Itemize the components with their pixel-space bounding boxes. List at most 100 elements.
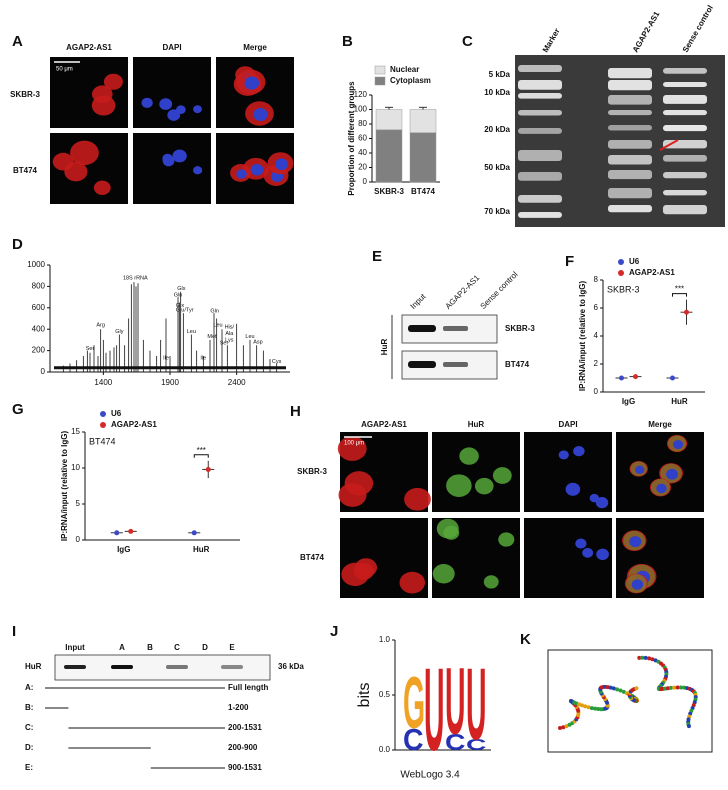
nucleotide: [593, 706, 598, 711]
y-tick-label: 6: [594, 303, 599, 312]
gel-band: [518, 80, 562, 90]
nucleus: [141, 97, 153, 108]
construct-name: D:: [25, 743, 33, 752]
blot-band: [408, 325, 436, 332]
panel-label: J: [330, 623, 338, 640]
nucleotide: [686, 724, 691, 729]
x-tick-label: 1900: [161, 378, 179, 387]
logo-letter: U: [445, 648, 465, 754]
cell: [337, 436, 367, 461]
gel-band: [608, 170, 652, 180]
legend-marker: [100, 422, 106, 428]
point: [619, 375, 624, 381]
point: [191, 530, 197, 536]
lane-label: AGAP2-AS1: [444, 273, 482, 311]
gel-band: [608, 125, 652, 131]
significance: ***: [197, 446, 206, 455]
gel-band: [663, 125, 707, 132]
bar: [375, 129, 403, 183]
gel-band: [518, 65, 562, 72]
cell: [474, 477, 494, 495]
gel-band: [663, 190, 707, 196]
column-header: Merge: [648, 420, 672, 429]
legend-label: U6: [111, 409, 122, 418]
marker-label: 5 kDa: [489, 70, 511, 79]
significance: ***: [675, 285, 684, 294]
nucleotide: [561, 725, 566, 730]
gel-band: [608, 205, 652, 213]
gel-band: [518, 195, 562, 203]
lane-label: Input: [65, 643, 85, 652]
annotation: Glx: [177, 286, 186, 292]
nucleus: [167, 109, 181, 121]
bar: [409, 132, 437, 183]
point: [128, 528, 134, 534]
nucleotide: [675, 685, 680, 690]
nucleotide: [586, 705, 591, 710]
marker-label: 20 kDa: [484, 125, 510, 134]
arrow: [659, 139, 679, 151]
annotation: Met: [207, 334, 217, 340]
gel-band: [608, 95, 652, 105]
cell: [70, 140, 99, 166]
nucleus: [193, 105, 202, 114]
lane-label: B: [147, 643, 153, 652]
nucleus: [193, 166, 203, 175]
column-header: AGAP2-AS1: [361, 420, 407, 429]
x-tick-label: IgG: [622, 397, 635, 406]
row-label: BT474: [13, 166, 38, 175]
y-tick-label: 120: [354, 90, 368, 99]
y-tick-label: 400: [32, 324, 46, 333]
y-tick-label: 8: [594, 275, 599, 284]
cell: [341, 562, 369, 587]
nucleus: [575, 538, 587, 549]
annotation: Gln: [210, 308, 219, 314]
protein-label: HuR: [380, 339, 389, 356]
x-tick-label: SKBR-3: [374, 187, 404, 196]
y-tick-label: 0: [76, 535, 81, 544]
y-tick-label: 200: [32, 346, 46, 355]
nucleotide: [580, 703, 585, 708]
gel-band: [608, 110, 652, 116]
lane-label: Sense control: [479, 270, 520, 311]
annotation: Ser: [86, 346, 95, 352]
point: [205, 466, 211, 472]
nucleus: [673, 440, 684, 450]
cell: [404, 487, 431, 511]
nucleus: [573, 445, 585, 457]
annotation: Gln: [174, 292, 183, 298]
gel-band: [518, 150, 562, 161]
y-tick-label: 0.5: [379, 690, 391, 699]
nucleotide: [618, 688, 623, 693]
x-tick-label: 1400: [94, 378, 112, 387]
protein-label: HuR: [25, 662, 42, 671]
nucleotide: [637, 655, 642, 660]
row-label: SKBR-3: [297, 467, 327, 476]
construct-range: 200-1531: [228, 723, 262, 732]
x-tick-label: IgG: [117, 545, 130, 554]
y-tick-label: 100: [354, 105, 368, 114]
legend-swatch: [374, 65, 386, 75]
legend-marker: [100, 411, 106, 417]
point: [684, 309, 689, 315]
nucleus: [275, 158, 288, 171]
annotation: Leu: [245, 334, 254, 340]
y-tick-label: 0: [363, 177, 368, 186]
y-tick-label: 20: [358, 163, 367, 172]
blot-band: [111, 665, 133, 669]
y-tick-label: 40: [358, 148, 367, 157]
nucleus: [244, 76, 260, 90]
annotation: Cys: [272, 359, 282, 365]
nucleus: [236, 169, 247, 179]
blot-band: [166, 665, 188, 669]
cell: [459, 447, 479, 465]
lane-label: A: [119, 643, 125, 652]
lane-label: Sense control: [681, 4, 715, 54]
gel-band: [608, 188, 652, 199]
nucleus: [558, 450, 569, 460]
annotation: Ser: [220, 341, 229, 347]
y-tick-label: 80: [358, 119, 367, 128]
annotation: Gly: [115, 329, 124, 335]
legend-marker: [618, 270, 624, 276]
nucleotide: [583, 704, 588, 709]
